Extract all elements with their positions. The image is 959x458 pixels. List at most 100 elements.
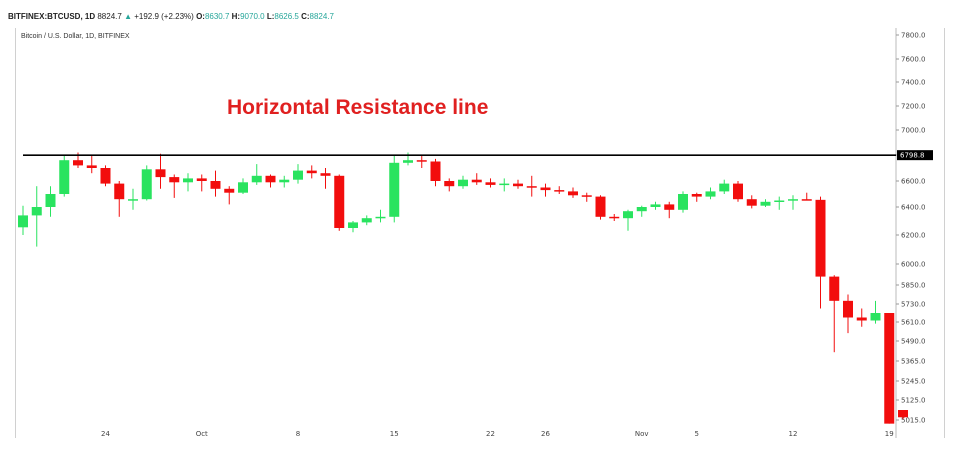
candle-down bbox=[471, 179, 482, 183]
candle-up bbox=[623, 211, 633, 219]
candle-up bbox=[293, 170, 303, 180]
y-tick-label: 6200.0 bbox=[901, 232, 926, 240]
candle-up bbox=[499, 183, 510, 186]
candle-up bbox=[375, 216, 386, 219]
change-value: +192.9 (+2.23%) bbox=[134, 12, 194, 21]
y-tick-label: 7600.0 bbox=[901, 56, 926, 64]
candle-down bbox=[73, 160, 83, 166]
candle-up bbox=[45, 194, 56, 207]
candle-down bbox=[210, 181, 221, 189]
candle-up bbox=[251, 175, 262, 183]
candle-up bbox=[650, 204, 661, 207]
candle-down bbox=[595, 196, 606, 217]
candle-down bbox=[306, 170, 317, 174]
candle-down bbox=[746, 199, 757, 206]
y-tick-label: 5730.0 bbox=[901, 301, 926, 309]
y-tick-label: 7000.0 bbox=[901, 127, 926, 135]
close-label: C: bbox=[301, 12, 310, 21]
candle-down bbox=[581, 195, 592, 197]
candle-down bbox=[224, 188, 235, 193]
candle-down bbox=[733, 183, 743, 200]
candle-down bbox=[86, 165, 97, 168]
candle-down bbox=[155, 169, 166, 178]
candle-down bbox=[416, 160, 427, 162]
candle-down bbox=[444, 181, 455, 187]
candle-down bbox=[513, 183, 523, 187]
y-tick-label: 5245.0 bbox=[901, 378, 926, 386]
change-arrow: ▲ bbox=[124, 12, 132, 21]
y-tick-label: 6000.0 bbox=[901, 261, 926, 269]
candle-up bbox=[128, 199, 138, 201]
candle-up bbox=[31, 207, 42, 216]
candle-down bbox=[169, 177, 180, 183]
y-tick-label: 6400.0 bbox=[901, 204, 926, 212]
resistance-price-label: 6798.8 bbox=[900, 152, 925, 160]
candle-up bbox=[238, 182, 248, 193]
candle-down bbox=[430, 161, 441, 181]
candle-down bbox=[334, 175, 345, 228]
open-label: O: bbox=[196, 12, 205, 21]
candle-down bbox=[526, 186, 537, 188]
candle-down bbox=[815, 199, 826, 277]
close-value: 8824.7 bbox=[309, 12, 334, 21]
x-tick-label: Nov bbox=[635, 430, 649, 438]
candle-up bbox=[59, 160, 70, 194]
candle-up bbox=[760, 201, 771, 206]
candle-up bbox=[458, 179, 468, 187]
candle-down bbox=[664, 204, 675, 210]
x-tick-label: 26 bbox=[541, 430, 550, 438]
candle-up bbox=[279, 179, 290, 183]
x-tick-label: 5 bbox=[695, 430, 699, 438]
low-value: 8626.5 bbox=[274, 12, 299, 21]
candle-down bbox=[114, 183, 125, 200]
ticker-bar: BITFINEX:BTCUSD, 1D 8824.7 ▲ +192.9 (+2.… bbox=[8, 12, 334, 21]
x-tick-label: 15 bbox=[390, 430, 399, 438]
y-tick-label: 7400.0 bbox=[901, 79, 926, 87]
candle-up bbox=[705, 191, 716, 197]
candle-down bbox=[801, 199, 812, 201]
y-tick-label: 5850.0 bbox=[901, 282, 926, 290]
y-tick-label: 7200.0 bbox=[901, 103, 926, 111]
candle-up bbox=[389, 162, 400, 217]
candle-up bbox=[348, 222, 358, 228]
candle-down bbox=[609, 216, 620, 219]
candle-down bbox=[554, 190, 565, 192]
resistance-price-tag bbox=[897, 150, 933, 161]
x-tick-label: 12 bbox=[789, 430, 798, 438]
y-tick-label: 5015.0 bbox=[901, 417, 926, 425]
candle-down bbox=[856, 317, 867, 321]
candle-down bbox=[540, 187, 551, 191]
candle-up bbox=[719, 183, 730, 192]
low-label: L: bbox=[266, 12, 275, 21]
y-tick-label: 5125.0 bbox=[901, 397, 926, 405]
x-tick-label: 19 bbox=[885, 430, 894, 438]
chart-frame[interactable] bbox=[15, 28, 945, 438]
candle-up bbox=[403, 160, 413, 163]
candle-down bbox=[568, 191, 578, 196]
x-tick-label: 24 bbox=[101, 430, 110, 438]
y-tick-label: 6600.0 bbox=[901, 178, 926, 186]
high-label: H: bbox=[231, 12, 241, 21]
x-tick-label: 22 bbox=[486, 430, 495, 438]
candle-down bbox=[265, 175, 276, 183]
y-tick-label: 5610.0 bbox=[901, 319, 926, 327]
y-tick-label: 5365.0 bbox=[901, 358, 926, 366]
candle-up bbox=[870, 313, 881, 321]
candle-up bbox=[18, 215, 28, 228]
candle-up bbox=[788, 199, 798, 201]
candle-down bbox=[843, 300, 853, 318]
candle-up bbox=[141, 169, 152, 200]
candle-up bbox=[183, 178, 193, 183]
candle-up bbox=[361, 218, 372, 223]
candle-up bbox=[678, 194, 688, 210]
symbol-label: BITFINEX:BTCUSD, 1D bbox=[8, 12, 96, 21]
candle-up bbox=[636, 207, 647, 212]
last-price: 8824.7 bbox=[97, 12, 122, 21]
candle-down bbox=[485, 182, 496, 185]
candle-down bbox=[829, 276, 840, 301]
candle-down bbox=[898, 410, 908, 418]
candle-down bbox=[196, 178, 207, 181]
open-value: 8630.7 bbox=[204, 12, 230, 21]
y-tick-label: 7800.0 bbox=[901, 32, 926, 40]
